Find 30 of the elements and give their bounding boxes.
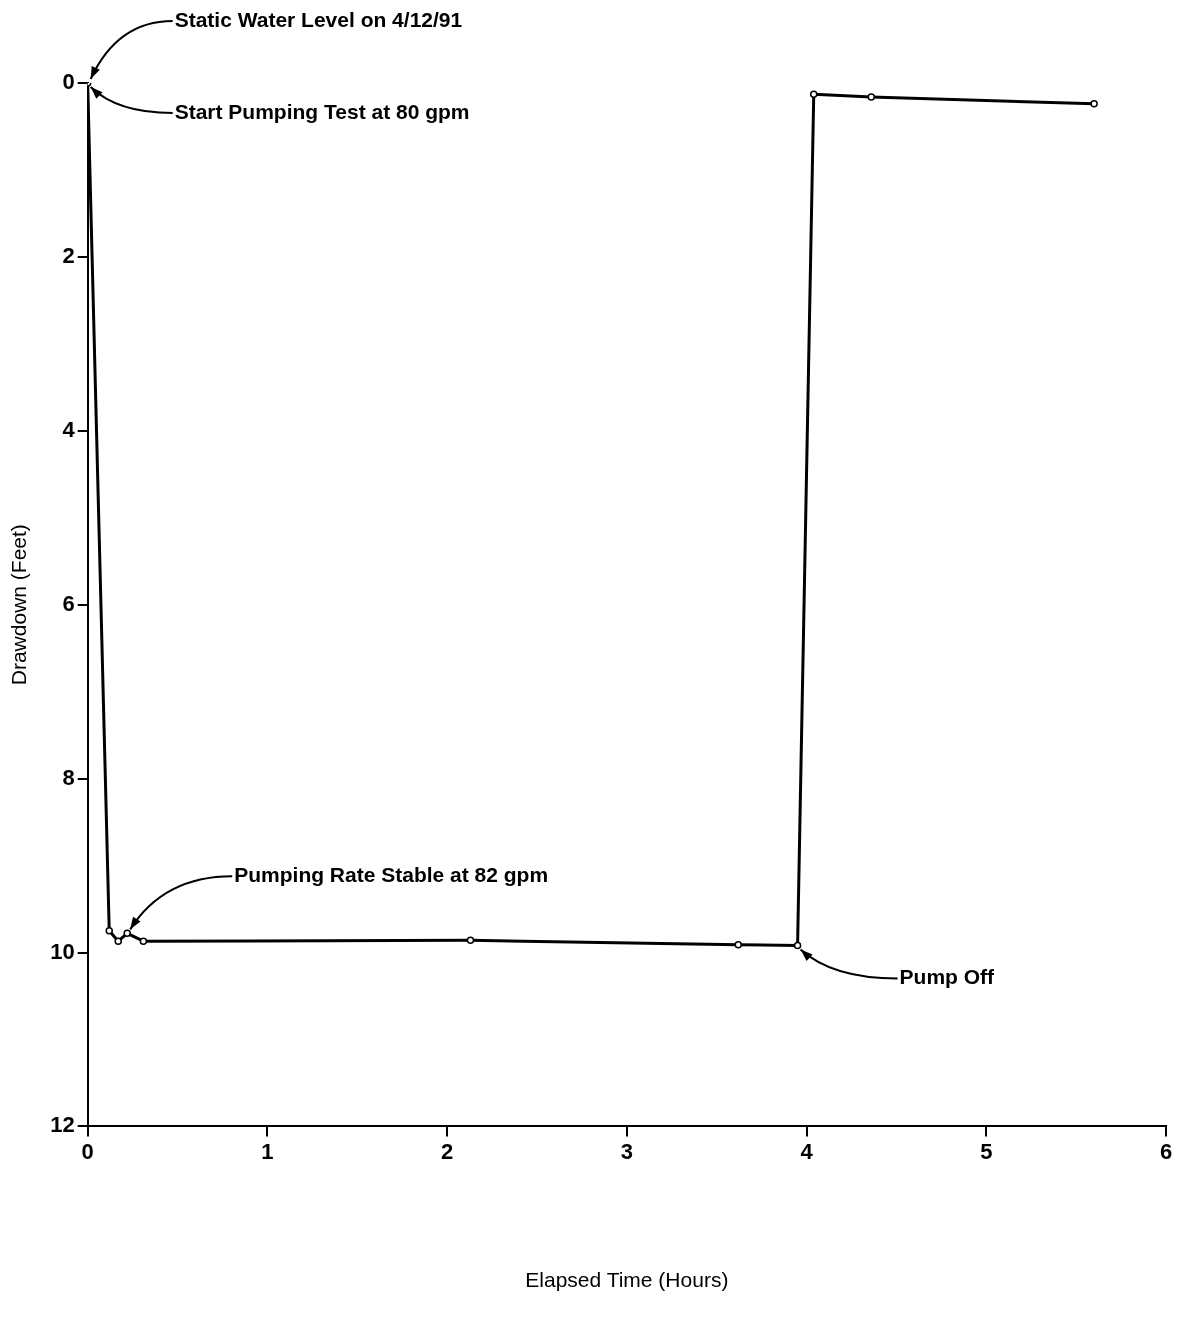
annotation: Pumping Rate Stable at 82 gpm	[234, 863, 549, 887]
x-tick-label: 0	[81, 1138, 94, 1164]
point	[793, 941, 802, 950]
annotation: Static Water Level on 4/12/91	[174, 7, 463, 31]
x-tick-label: 3	[620, 1138, 633, 1164]
x-tick-label: 2	[440, 1138, 454, 1164]
x-axis-title: Elapsed Time (Hours)	[525, 1268, 729, 1292]
y-tick-label: 4	[62, 416, 76, 442]
point	[466, 936, 475, 945]
y-tick-label: 8	[62, 764, 75, 790]
point	[1090, 100, 1098, 108]
y-tick-label: 10	[50, 938, 75, 964]
point	[105, 927, 113, 935]
point	[810, 90, 818, 99]
x-tick-label: 6	[1159, 1138, 1173, 1164]
y-tick-label: 12	[50, 1112, 75, 1138]
y-tick-label: 2	[62, 242, 75, 268]
point	[734, 940, 743, 949]
point	[114, 937, 122, 945]
point	[867, 93, 876, 101]
y-tick-label: 0	[62, 69, 75, 95]
x-tick-label: 4	[800, 1138, 814, 1164]
annotation: Start Pumping Test at 80 gpm	[174, 99, 470, 123]
point	[139, 937, 148, 945]
annotation: Pump Off	[899, 965, 996, 989]
y-tick-label: 6	[62, 590, 75, 616]
y-axis-title: Drawdown (Feet)	[7, 524, 31, 686]
point	[123, 929, 131, 938]
x-tick-label: 1	[261, 1138, 274, 1164]
x-tick-label: 5	[980, 1138, 993, 1164]
